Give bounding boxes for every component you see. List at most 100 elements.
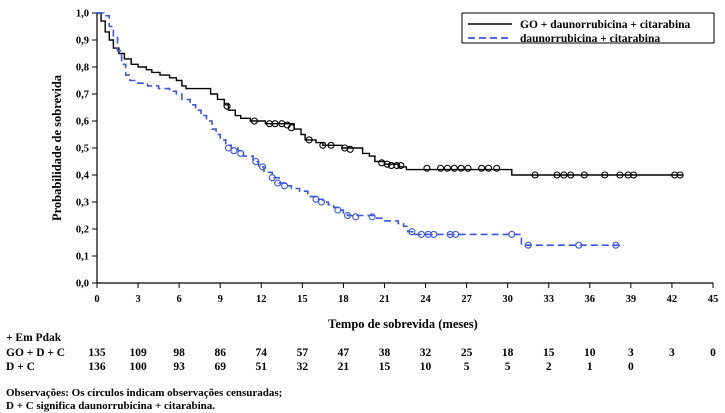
censor-mark-1 [252,157,260,166]
at-risk-count: 69 [214,361,226,373]
censor-mark-0 [676,171,684,179]
censor-mark-1 [343,211,352,220]
censor-mark-0 [616,171,624,179]
at-risk-count: 3 [628,347,634,359]
x-tick-label: 39 [626,294,637,305]
censor-mark-0 [567,171,575,179]
x-tick-label: 3 [135,294,140,305]
y-tick-label: 0,4 [76,171,90,182]
survival-curves [97,12,684,249]
censor-mark-0 [287,124,295,132]
y-tick-label: 0,3 [76,198,89,209]
censor-mark-0 [397,162,405,170]
censor-mark-0 [450,164,458,172]
legend-label-0: GO + daunorrubicina + citarabina [520,19,691,31]
censor-mark-1 [237,149,245,157]
censor-mark-1 [268,174,276,182]
at-risk-count: 47 [338,347,350,359]
legend: GO + daunorrubicina + citarabina daunorru… [461,12,715,45]
x-tick-label: 33 [543,294,554,305]
footnote-line: D + C significa daunorrubicina + citarab… [6,400,215,412]
at-risk-count: 135 [88,347,106,359]
at-risk-count: 32 [297,361,309,373]
censor-mark-0 [531,171,539,179]
censor-mark-1 [317,198,326,206]
censor-mark-0 [393,162,401,170]
censor-mark-1 [224,144,232,152]
series-line-1 [97,12,624,246]
at-risk-header: + Em Pdak [6,332,62,344]
censor-mark-0 [478,164,486,172]
censor-mark-0 [423,164,431,172]
at-risk-count: 51 [256,361,268,373]
censor-mark-1 [430,230,438,238]
censor-mark-1 [368,213,376,221]
at-risk-count: 86 [214,347,226,359]
x-tick-label: 45 [708,294,719,305]
x-tick-label: 12 [256,294,267,305]
censor-mark-0 [250,117,258,125]
censor-mark-0 [553,171,561,179]
x-tick-label: 36 [585,294,596,305]
x-tick-label: 18 [338,294,349,305]
at-risk-count: 15 [379,361,391,373]
y-axis-title: Probabilidade de sobrevida [50,74,64,221]
censor-mark-1 [612,241,620,249]
censor-mark-0 [457,164,465,172]
at-risk-count: 32 [420,347,432,359]
censor-mark-0 [630,171,638,179]
x-tick-label: 6 [177,294,182,305]
at-risk-count: 10 [584,347,596,359]
censor-mark-1 [575,241,583,249]
at-risk-count: 15 [543,347,555,359]
at-risk-count: 93 [173,361,185,373]
x-tick-label: 30 [502,294,513,305]
y-tick-label: 0,0 [76,279,89,290]
at-risk-count: 0 [710,347,716,359]
at-risk-count: 38 [379,347,391,359]
at-risk-count: 2 [546,361,552,373]
at-risk-count: 5 [464,361,470,373]
censor-mark-1 [352,213,360,221]
at-risk-count: 100 [129,361,147,373]
x-tick-label: 15 [297,294,308,305]
censor-mark-1 [334,206,342,214]
censor-mark-1 [524,241,532,249]
x-tick-label: 27 [461,294,472,305]
y-tick-label: 0,7 [76,90,89,101]
x-tick-label: 42 [667,294,678,305]
x-tick-label: 9 [218,294,223,305]
censor-mark-0 [327,141,335,149]
censor-mark-0 [223,102,231,110]
x-axis-title: Tempo de sobrevida (meses) [328,317,478,331]
at-risk-count: 98 [173,347,185,359]
x-tick-label: 0 [94,294,99,305]
at-risk-count: 136 [88,361,106,373]
y-tick-label: 0,6 [76,117,89,128]
footnote-line: Observações: Os círculos indicam observa… [6,387,282,399]
at-risk-count: 5 [505,361,511,373]
censor-mark-1 [417,230,425,238]
y-tick-label: 0,2 [76,225,89,236]
series-line-0 [97,12,683,176]
y-tick-label: 0,9 [76,36,89,47]
censor-mark-1 [274,179,282,187]
censor-mark-1 [312,195,320,203]
censor-mark-0 [383,160,391,168]
censor-mark-0 [443,164,451,172]
at-risk-count: 25 [461,347,473,359]
y-tick-label: 0,1 [76,252,89,263]
censor-mark-0 [484,164,493,172]
at-risk-count: 109 [129,347,147,359]
censor-mark-1 [280,182,289,190]
censor-mark-1 [230,147,238,155]
censor-mark-0 [560,171,568,179]
censor-mark-1 [508,230,516,238]
censor-mark-0 [580,171,588,179]
censor-mark-0 [601,171,609,179]
censor-mark-0 [305,136,313,144]
plot-axes: 0,00,10,20,30,40,50,60,70,80,91,00 3 6 9 12 1… [50,9,718,332]
censor-mark-0 [346,145,354,153]
